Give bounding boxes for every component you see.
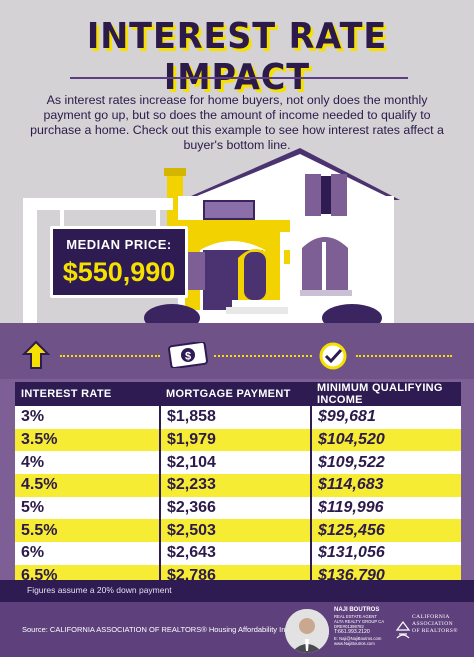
footnote-bar: Figures assume a 20% down payment <box>0 580 474 602</box>
arrow-up-icon <box>22 340 50 369</box>
income-cell: $131,056 <box>311 542 461 565</box>
agent-info: NAJI BOUTROS REAL ESTATE AGENT ALTA REAL… <box>334 606 384 646</box>
payment-cell: $1,858 <box>160 406 312 429</box>
checkmark-icon <box>319 342 347 370</box>
rate-cell: 3% <box>15 406 161 429</box>
agent-email: E: Naji@NajiBoutros.com <box>334 636 382 641</box>
table-row: 6% $2,643 $131,056 <box>15 542 461 565</box>
income-cell: $125,456 <box>311 519 461 543</box>
header-mortgage-payment: MORTGAGE PAYMENT <box>160 382 311 406</box>
dollar-bill-icon: $ <box>168 342 208 368</box>
intro-text: As interest rates increase for home buye… <box>30 93 444 152</box>
table-row: 5.5% $2,503 $125,456 <box>15 519 461 543</box>
table-row: 4.5% $2,233 $114,683 <box>15 474 461 497</box>
rates-table: INTEREST RATE MORTGAGE PAYMENT MINIMUM Q… <box>15 382 461 588</box>
rate-cell: 5.5% <box>15 519 161 543</box>
payment-cell: $2,104 <box>160 451 312 475</box>
title-divider <box>70 77 408 79</box>
agent-company: ALTA REALTY GROUP CA <box>334 619 385 624</box>
median-price-value: $550,990 <box>62 257 176 287</box>
header-min-income: MINIMUM QUALIFYING INCOME <box>311 382 461 406</box>
agent-website: www.NajiBoutros.com <box>334 641 375 646</box>
rate-cell: 3.5% <box>15 428 161 452</box>
payment-cell: $2,503 <box>160 519 312 543</box>
header-interest-rate: INTEREST RATE <box>15 382 160 406</box>
table-row: 3.5% $1,979 $104,520 <box>15 428 461 452</box>
car-logo-icon <box>395 621 411 639</box>
dotted-divider <box>214 355 312 357</box>
median-price-label: MEDIAN PRICE: <box>66 237 172 252</box>
page-title: INTEREST RATE IMPACT <box>86 16 388 98</box>
dotted-divider <box>60 355 160 357</box>
table-header-row: INTEREST RATE MORTGAGE PAYMENT MINIMUM Q… <box>15 382 461 406</box>
agent-dre: DRE#01398782 <box>334 624 364 629</box>
income-cell: $114,683 <box>311 474 461 497</box>
dotted-divider <box>356 355 452 357</box>
icon-strip <box>0 323 474 379</box>
footnote-text: Figures assume a 20% down payment <box>27 585 172 595</box>
payment-cell: $2,643 <box>160 542 312 565</box>
payment-cell: $2,233 <box>160 474 312 497</box>
agent-name: NAJI BOUTROS <box>334 607 380 613</box>
agent-phone: T:661.993.2120 <box>334 629 370 635</box>
svg-text:$: $ <box>185 351 191 363</box>
income-cell: $109,522 <box>311 451 461 475</box>
income-cell: $99,681 <box>311 406 461 429</box>
rate-cell: 4% <box>15 451 161 475</box>
payment-cell: $1,979 <box>160 428 312 452</box>
agent-photo <box>285 609 329 653</box>
table-row: 5% $2,366 $119,996 <box>15 496 461 520</box>
table-row: 3% $1,858 $99,681 <box>15 406 461 429</box>
rate-cell: 5% <box>15 496 161 520</box>
source-text: Source: CALIFORNIA ASSOCIATION OF REALTO… <box>22 625 298 634</box>
median-price-sign: MEDIAN PRICE: $550,990 <box>50 226 188 298</box>
footer: Source: CALIFORNIA ASSOCIATION OF REALTO… <box>0 602 474 657</box>
rate-cell: 4.5% <box>15 474 161 497</box>
income-cell: $104,520 <box>311 428 461 452</box>
association-logo-text: CALIFORNIA ASSOCIATION OF REALTORS® <box>412 614 458 634</box>
payment-cell: $2,366 <box>160 496 312 520</box>
table-row: 4% $2,104 $109,522 <box>15 451 461 475</box>
rate-cell: 6% <box>15 542 161 565</box>
agent-title: REAL ESTATE AGENT <box>334 614 377 619</box>
income-cell: $119,996 <box>311 496 461 520</box>
